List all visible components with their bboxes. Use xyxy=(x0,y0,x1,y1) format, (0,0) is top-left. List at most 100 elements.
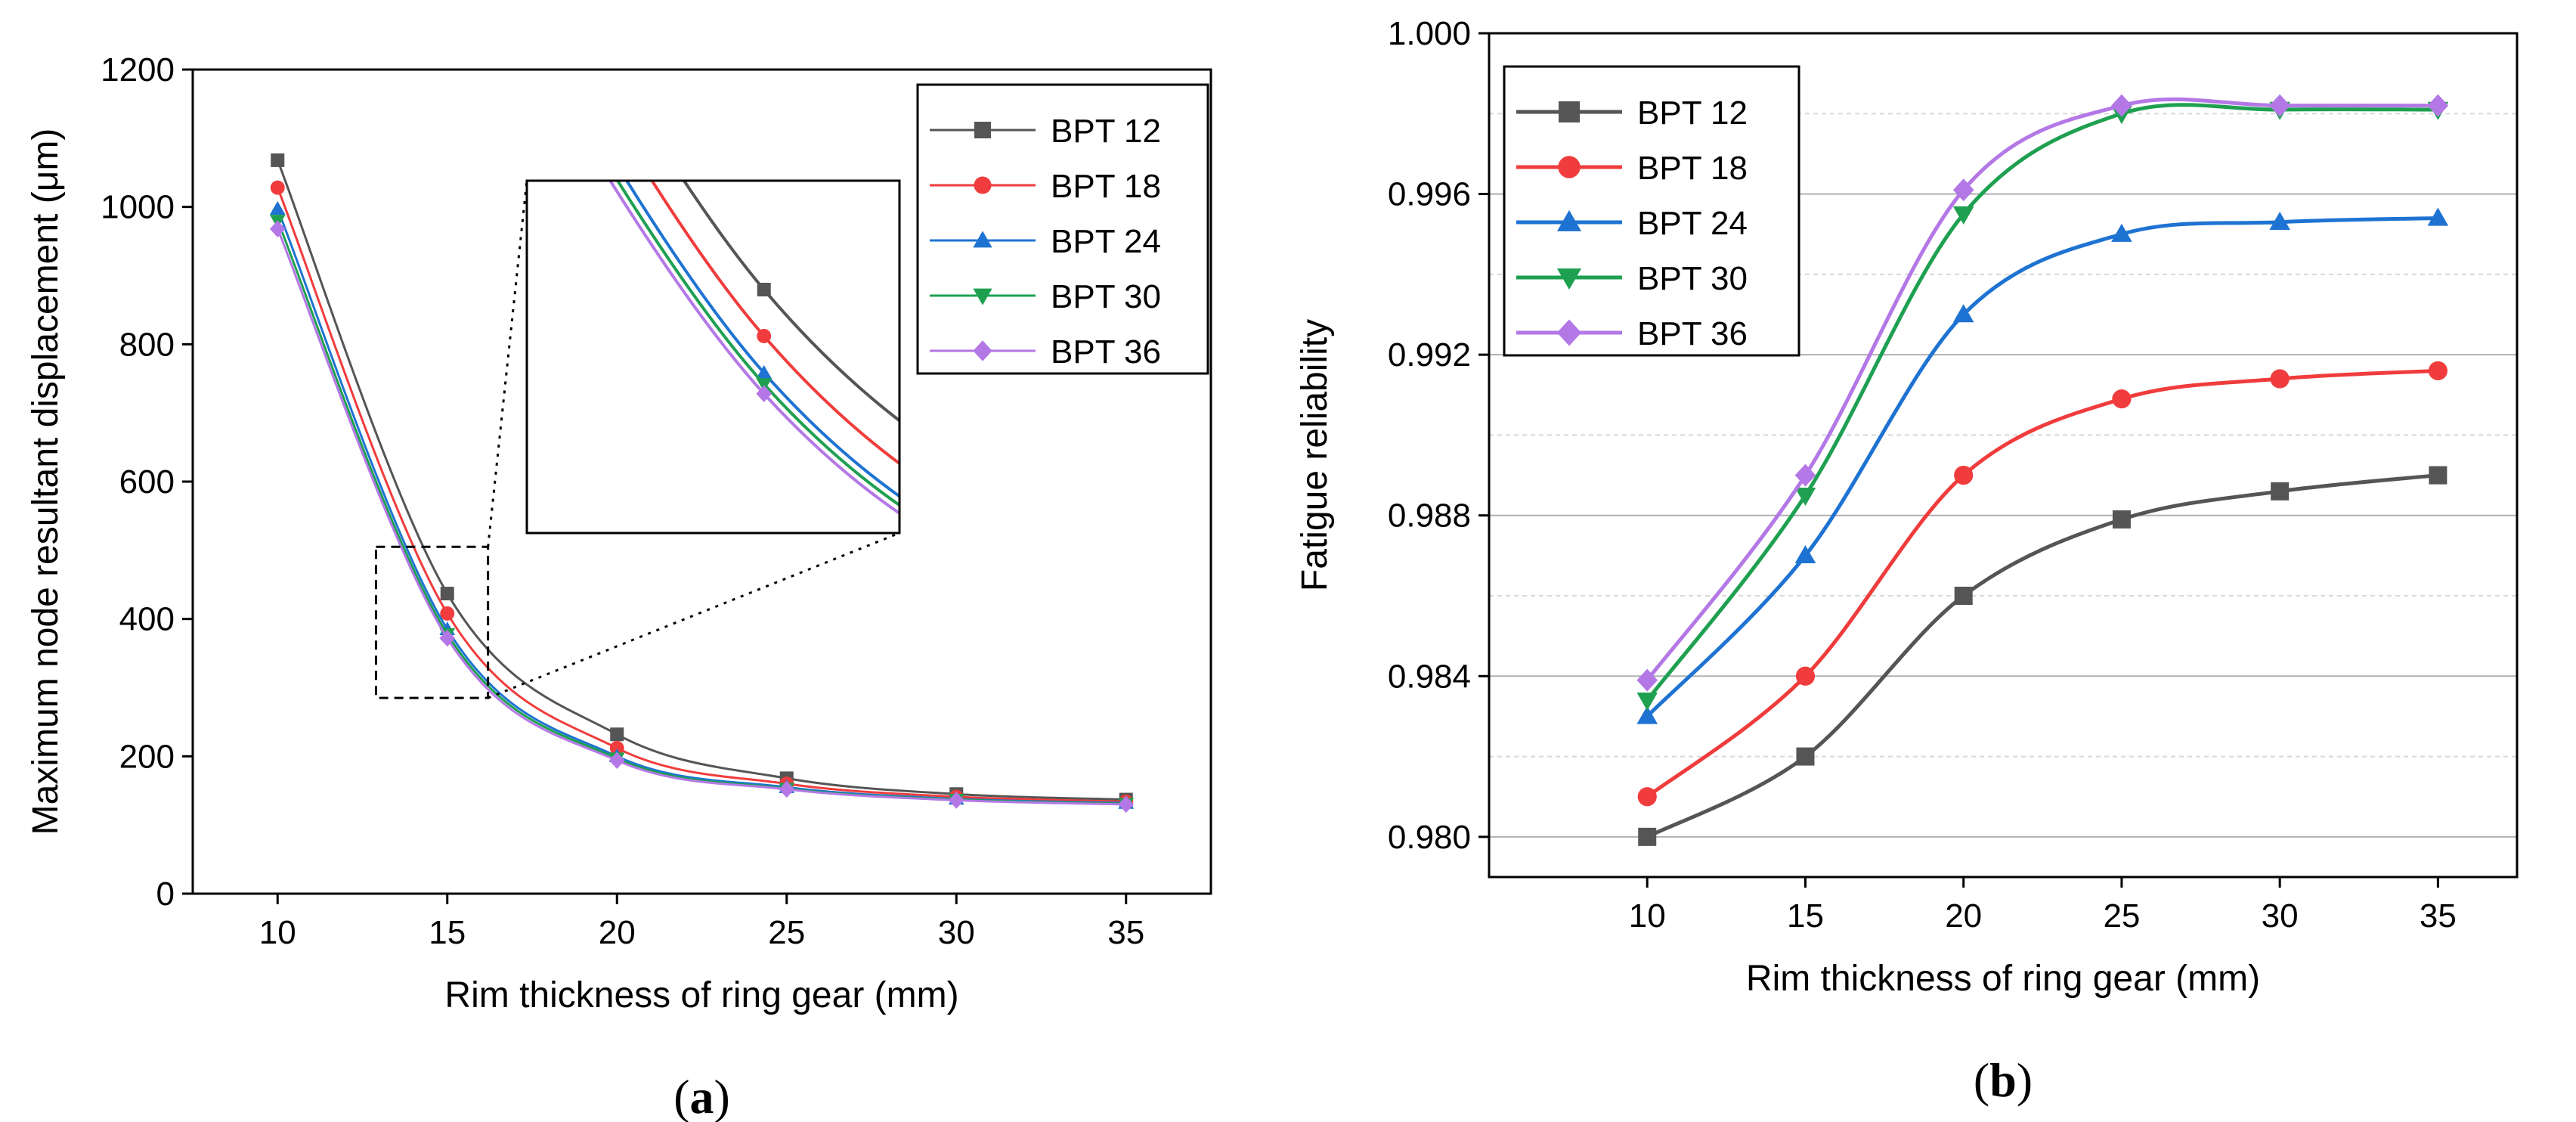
y-axis-title: Fatigue reliability xyxy=(1295,319,1335,591)
legend-item: BPT 36 xyxy=(1516,315,1748,352)
y-tick-label: 1000 xyxy=(101,189,175,226)
legend-item: BPT 12 xyxy=(1516,95,1748,132)
x-axis-title: Rim thickness of ring gear (mm) xyxy=(444,975,958,1015)
legend-label: BPT 24 xyxy=(1637,205,1748,242)
y-tick-label: 0.996 xyxy=(1388,176,1471,213)
series-bpt-36 xyxy=(269,220,1135,814)
legend-marker xyxy=(1559,101,1580,122)
legend-label: BPT 18 xyxy=(1051,168,1161,205)
panel-label-letter: a xyxy=(690,1070,714,1122)
data-point xyxy=(1636,668,1658,692)
data-point xyxy=(2111,94,2132,117)
legend-label: BPT 30 xyxy=(1051,278,1161,315)
y-tick-label: 0.984 xyxy=(1388,658,1471,695)
data-point xyxy=(610,727,624,742)
series-line xyxy=(1646,473,2438,839)
inset-data-point xyxy=(756,364,772,379)
y-axis: 0.980 0.984 0.988 0.992 0.996 1.000 xyxy=(1388,15,1489,856)
legend-label: BPT 36 xyxy=(1637,315,1748,352)
x-tick-label: 15 xyxy=(1787,897,1824,934)
legend-box xyxy=(916,83,1209,375)
inset-data-point xyxy=(757,283,771,297)
y-tick-label: 0.980 xyxy=(1388,819,1471,856)
y-tick-label: 200 xyxy=(119,738,175,775)
legend-marker xyxy=(1558,156,1581,178)
y-tick-label: 0.988 xyxy=(1388,497,1471,535)
y-tick-label: 1.000 xyxy=(1388,15,1471,52)
data-point xyxy=(2112,510,2131,529)
panel-label-close: ) xyxy=(714,1070,730,1122)
data-point xyxy=(2271,482,2290,501)
legend-item: BPT 30 xyxy=(1516,260,1748,297)
y-axis-title: Maximum node resultant displacement (μm) xyxy=(26,129,66,835)
data-point xyxy=(2270,369,2290,389)
legend-marker xyxy=(1556,319,1582,346)
data-point xyxy=(2269,94,2290,117)
data-point xyxy=(270,180,285,195)
legend-label: BPT 30 xyxy=(1637,260,1748,297)
y-tick-label: 0 xyxy=(156,876,175,913)
x-tick-label: 25 xyxy=(768,914,805,951)
y-tick-label: 800 xyxy=(119,326,175,363)
inset-plot xyxy=(525,179,901,535)
data-point xyxy=(2112,389,2132,409)
zoom-connector xyxy=(488,532,900,699)
panel-label-close: ) xyxy=(2017,1053,2033,1107)
data-point xyxy=(609,740,624,755)
plot-frame xyxy=(1488,32,2519,879)
data-point xyxy=(439,629,456,647)
legend-item: BPT 18 xyxy=(930,168,1161,205)
x-tick-label: 30 xyxy=(2262,897,2299,934)
legend-label: BPT 12 xyxy=(1637,95,1748,132)
y-axis: 0 200 400 600 800 1000 1200 xyxy=(101,51,193,913)
legend-marker xyxy=(974,122,991,138)
legend: BPT 12 BPT 18 BPT 24 BPT 30 BPT 36 xyxy=(1503,65,1800,357)
y-tick-label: 1200 xyxy=(101,51,175,88)
gridlines xyxy=(1489,33,2517,838)
y-tick-label: 0.992 xyxy=(1388,336,1471,373)
data-point xyxy=(2269,211,2290,230)
panel-label-letter: b xyxy=(1989,1053,2017,1107)
legend-label: BPT 18 xyxy=(1637,150,1748,187)
zoom-connector xyxy=(487,180,528,547)
data-point xyxy=(1637,787,1657,807)
x-tick-label: 25 xyxy=(2103,897,2140,934)
legend-item: BPT 30 xyxy=(930,278,1161,315)
x-tick-label: 30 xyxy=(938,914,975,951)
chart-panel-b: 10 15 20 25 30 35 0.980 0.984 0.988 0.992 0.996 1.0… xyxy=(1295,15,2519,1107)
series-bpt-24 xyxy=(1636,207,2449,724)
data-point xyxy=(608,752,625,770)
legend-marker xyxy=(973,231,992,248)
legend-item: BPT 12 xyxy=(930,113,1161,150)
panel-label-open: ( xyxy=(673,1070,689,1122)
legend-marker xyxy=(1556,209,1582,231)
x-tick-label: 10 xyxy=(1629,897,1666,934)
data-point xyxy=(2111,223,2132,242)
legend-label: BPT 36 xyxy=(1051,333,1161,370)
data-point xyxy=(779,780,795,798)
data-point xyxy=(1796,747,1815,766)
data-point xyxy=(1952,178,1974,202)
x-axis: 10 15 20 25 30 35 xyxy=(259,894,1144,951)
data-point xyxy=(1638,827,1657,846)
legend-marker xyxy=(974,176,992,194)
data-point xyxy=(1794,463,1816,487)
data-point xyxy=(1795,666,1816,686)
data-point xyxy=(1954,587,1973,605)
data-point xyxy=(2429,466,2448,485)
data-point xyxy=(1118,795,1135,814)
x-tick-label: 10 xyxy=(259,914,296,951)
y-tick-label: 400 xyxy=(119,601,175,638)
legend-item: BPT 24 xyxy=(930,223,1161,260)
x-tick-label: 35 xyxy=(2420,897,2457,934)
legend-item: BPT 18 xyxy=(1516,150,1748,187)
inset-background xyxy=(527,181,899,533)
legend-item: BPT 36 xyxy=(930,333,1161,370)
panel-label-open: ( xyxy=(1974,1053,1989,1107)
series-bpt-18 xyxy=(1637,361,2448,807)
zoom-region-box xyxy=(374,545,490,699)
series-bpt-12 xyxy=(1638,466,2448,846)
y-tick-label: 600 xyxy=(119,463,175,501)
x-tick-label: 15 xyxy=(429,914,466,951)
data-point xyxy=(440,587,454,601)
